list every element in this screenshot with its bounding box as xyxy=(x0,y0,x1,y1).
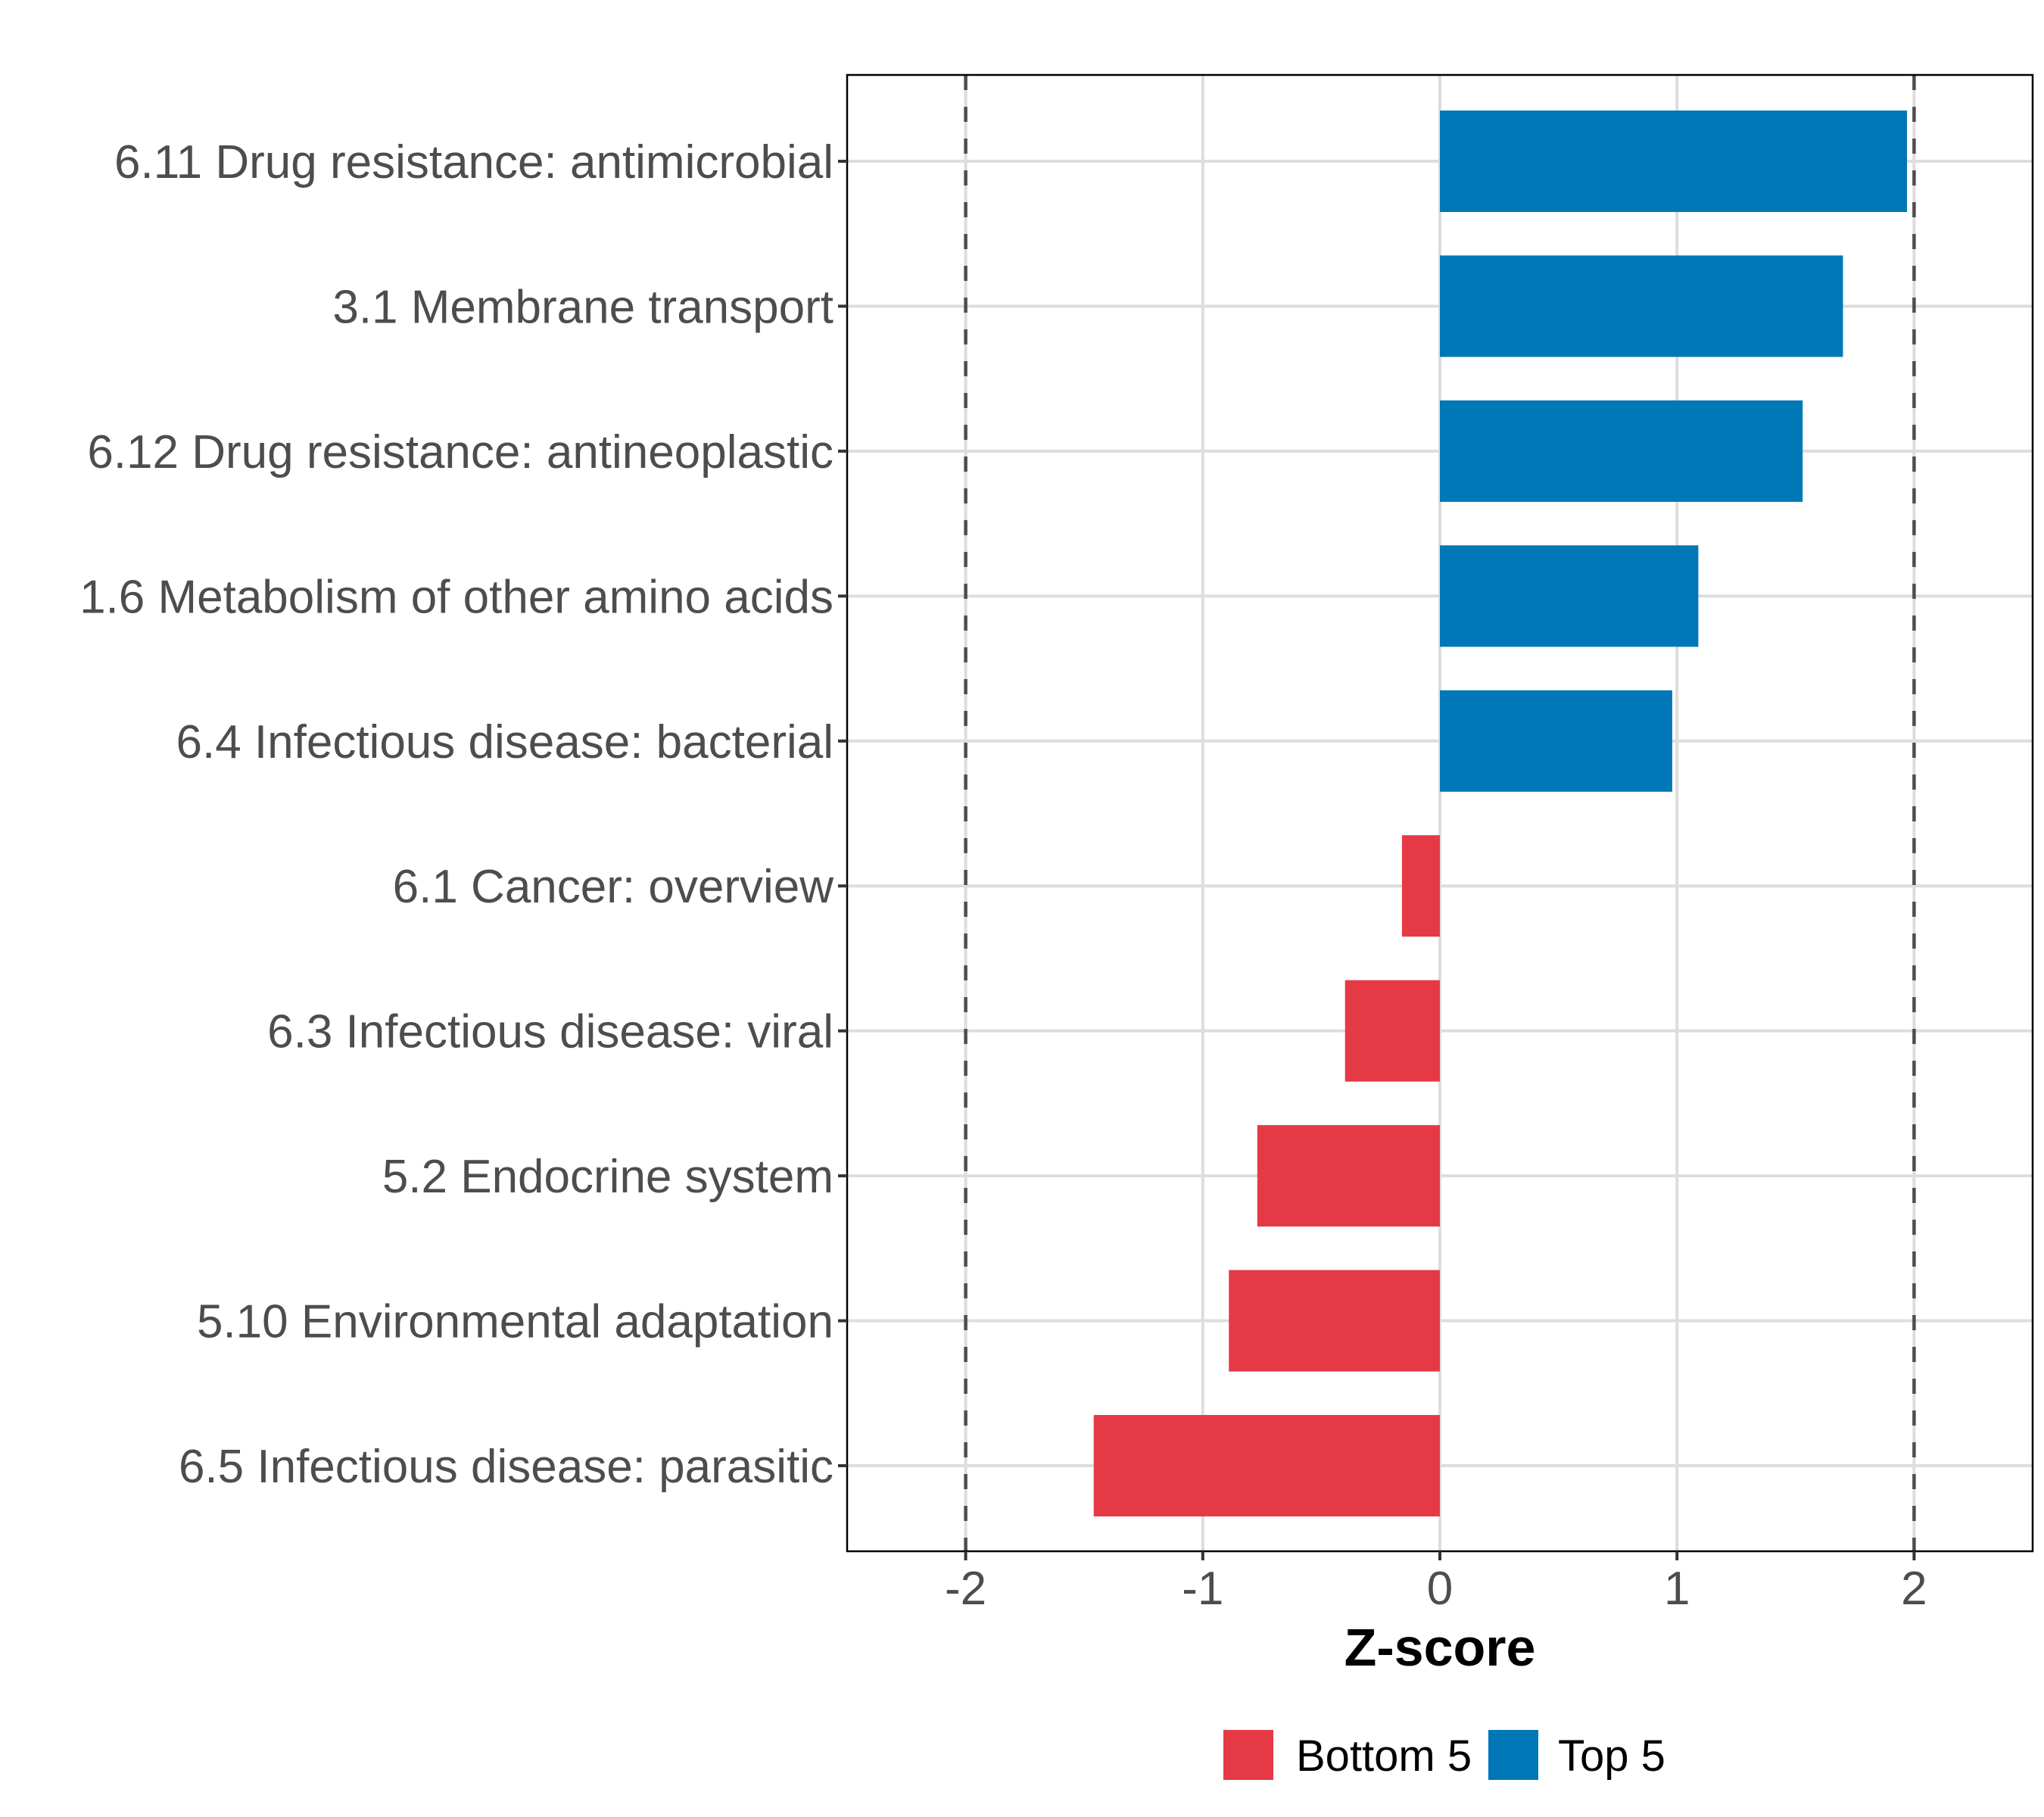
bar-top-5 xyxy=(1440,690,1672,792)
legend-label: Bottom 5 xyxy=(1296,1731,1472,1781)
bar-bottom-8 xyxy=(1257,1125,1440,1227)
x-tick-label: -1 xyxy=(1182,1563,1223,1615)
y-tick-label: 6.4 Infectious disease: bacterial xyxy=(176,716,833,768)
y-tick-label: 1.6 Metabolism of other amino acids xyxy=(79,571,833,623)
bar-top-4 xyxy=(1440,545,1699,647)
x-axis: -2 -1 0 1 2 xyxy=(945,1551,1927,1615)
y-tick-label: 6.1 Cancer: overview xyxy=(393,861,834,913)
bar-bottom-9 xyxy=(1229,1270,1440,1372)
y-tick-label: 6.3 Infectious disease: viral xyxy=(267,1006,833,1058)
legend-key-bottom-5 xyxy=(1223,1730,1273,1780)
x-tick-label: 1 xyxy=(1664,1563,1690,1615)
y-tick-label: 3.1 Membrane transport xyxy=(332,281,833,333)
y-tick-label: 5.10 Environmental adaptation xyxy=(197,1296,833,1348)
bar-top-2 xyxy=(1440,255,1843,357)
y-tick-label: 5.2 Endocrine system xyxy=(382,1151,833,1203)
legend-key-top-5 xyxy=(1488,1730,1538,1780)
x-tick-label: -2 xyxy=(945,1563,986,1615)
x-axis-title: Z-score xyxy=(1344,1618,1536,1677)
bar-bottom-7 xyxy=(1344,980,1440,1082)
x-tick-label: 2 xyxy=(1901,1563,1927,1615)
y-tick-label: 6.11 Drug resistance: antimicrobial xyxy=(114,136,833,189)
bar-top-3 xyxy=(1440,400,1803,502)
y-tick-label: 6.12 Drug resistance: antineoplastic xyxy=(87,426,833,478)
bar-bottom-10 xyxy=(1093,1415,1440,1516)
reference-lines xyxy=(964,75,1916,1551)
y-axis: 6.11 Drug resistance: antimicrobial 3.1 M… xyxy=(79,136,847,1493)
bar-bottom-6 xyxy=(1401,835,1440,937)
x-tick-label: 0 xyxy=(1427,1563,1453,1615)
bar-top-1 xyxy=(1440,111,1908,212)
legend-label: Top 5 xyxy=(1558,1731,1665,1781)
legend: Bottom 5 Top 5 xyxy=(1223,1730,1665,1781)
bars xyxy=(1093,111,1908,1516)
y-tick-label: 6.5 Infectious disease: parasitic xyxy=(179,1441,833,1493)
